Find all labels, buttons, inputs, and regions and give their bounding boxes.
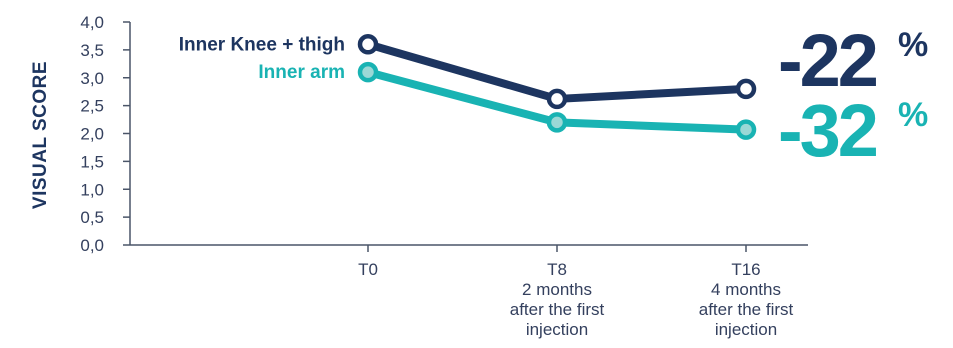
series-labels: Inner Knee + thigh Inner arm xyxy=(179,34,345,83)
x-tick-label-t16: T16 4 months after the first injection xyxy=(699,260,794,339)
series-label-0: Inner Knee + thigh xyxy=(179,34,345,55)
y-tick-label: 1,5 xyxy=(80,152,104,171)
x-tick-label-line: T8 xyxy=(547,260,567,279)
x-tick-label-line: injection xyxy=(715,320,777,339)
x-tick-label-line: T16 xyxy=(731,260,760,279)
y-tick-label: 2,5 xyxy=(80,97,104,116)
x-tick-label-line: injection xyxy=(526,320,588,339)
data-point xyxy=(546,88,568,110)
y-tick-label: 2,0 xyxy=(80,125,104,144)
percent-change-0: -22 xyxy=(778,19,877,102)
x-tick-label-line: T0 xyxy=(358,260,378,279)
axes xyxy=(123,21,808,252)
y-tick-label: 3,0 xyxy=(80,69,104,88)
data-point xyxy=(735,119,757,140)
x-tick-label-line: after the first xyxy=(699,300,794,319)
series-label-1: Inner arm xyxy=(258,62,345,83)
data-point xyxy=(546,112,568,133)
y-tick-label: 1,0 xyxy=(80,180,104,199)
percent-changes: -22 % -32% xyxy=(778,19,928,172)
y-axis-label: VISUAL SCORE xyxy=(30,61,51,209)
x-tick-label-line: 2 months xyxy=(522,280,592,299)
x-tick-label-line: 4 months xyxy=(711,280,781,299)
y-tick-label: 3,5 xyxy=(80,41,104,60)
data-point xyxy=(357,61,379,83)
percent-change-1: -32 xyxy=(778,89,877,172)
y-tick-labels: 0,0 0,5 1,0 1,5 2,0 2,5 3,0 3,5 4,0 xyxy=(80,13,104,255)
percent-sign-1: % xyxy=(898,96,928,134)
series-group xyxy=(357,34,757,140)
x-tick-label-t0: T0 xyxy=(358,260,378,279)
data-point xyxy=(735,78,757,100)
x-tick-label-line: after the first xyxy=(510,300,605,319)
y-tick-label: 4,0 xyxy=(80,13,104,32)
x-tick-label-t8: T8 2 months after the first injection xyxy=(510,260,605,339)
percent-sign-0: % xyxy=(898,26,928,64)
y-tick-label: 0,0 xyxy=(80,236,104,255)
data-point xyxy=(357,34,379,55)
y-tick-label: 0,5 xyxy=(80,208,104,227)
